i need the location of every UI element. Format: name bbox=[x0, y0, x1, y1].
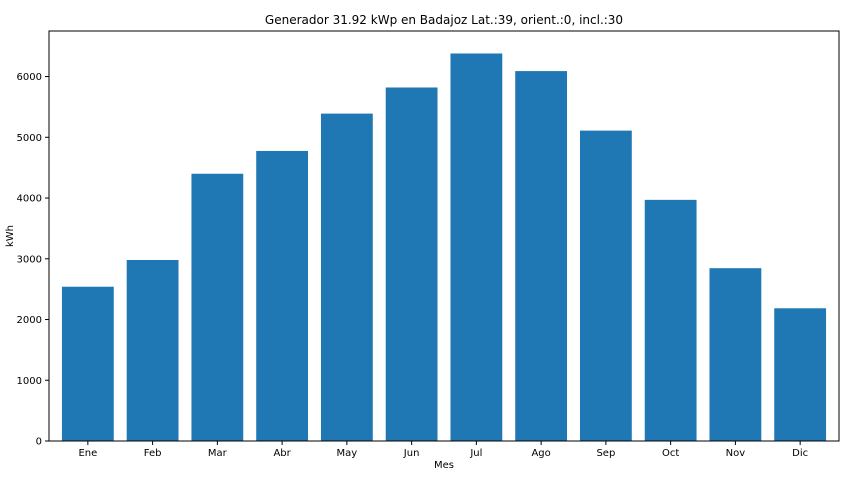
x-tick-label: Ago bbox=[531, 448, 550, 459]
bar-abr bbox=[256, 150, 309, 442]
y-tick-label: 2000 bbox=[17, 315, 42, 326]
bar-may bbox=[320, 113, 373, 441]
y-tick-label: 0 bbox=[36, 437, 42, 448]
bar-dic bbox=[774, 308, 827, 441]
y-tick-label: 1000 bbox=[17, 376, 42, 387]
x-tick-label: Sep bbox=[596, 448, 615, 459]
bar-mar bbox=[191, 173, 244, 442]
x-tick-label: Abr bbox=[273, 448, 291, 459]
bar-feb bbox=[126, 259, 179, 441]
bar-nov bbox=[709, 268, 762, 441]
x-tick-label: Mar bbox=[208, 448, 228, 459]
x-tick-label: Dic bbox=[792, 448, 808, 459]
y-tick-label: 4000 bbox=[17, 194, 42, 205]
bars-layer bbox=[61, 53, 827, 442]
bar-sep bbox=[579, 130, 632, 442]
bar-ago bbox=[515, 71, 568, 441]
bar-jul bbox=[450, 53, 503, 442]
x-axis-label: Mes bbox=[434, 460, 454, 471]
chart-title: Generador 31.92 kWp en Badajoz Lat.:39, … bbox=[265, 13, 623, 27]
bar-jun bbox=[385, 87, 438, 441]
x-axis: Ene Feb Mar Abr May Jun Jul Ago Sep Oct Nov Dic bbox=[78, 441, 808, 459]
y-tick-label: 6000 bbox=[17, 72, 42, 83]
x-tick-label: Nov bbox=[726, 448, 746, 459]
x-tick-label: Feb bbox=[144, 448, 162, 459]
x-tick-label: Ene bbox=[78, 448, 97, 459]
y-axis-label: kWh bbox=[5, 225, 16, 247]
x-tick-label: Oct bbox=[662, 448, 679, 459]
y-axis: 0 1000 2000 3000 4000 5000 6000 bbox=[17, 72, 49, 448]
plot-frame bbox=[48, 30, 840, 442]
y-tick-label: 3000 bbox=[17, 254, 42, 265]
y-tick-label: 5000 bbox=[17, 133, 42, 144]
x-tick-label: Jun bbox=[403, 448, 420, 459]
bar-oct bbox=[644, 199, 697, 441]
bar-ene bbox=[61, 286, 114, 441]
x-tick-label: May bbox=[337, 448, 358, 459]
x-tick-label: Jul bbox=[469, 448, 482, 459]
